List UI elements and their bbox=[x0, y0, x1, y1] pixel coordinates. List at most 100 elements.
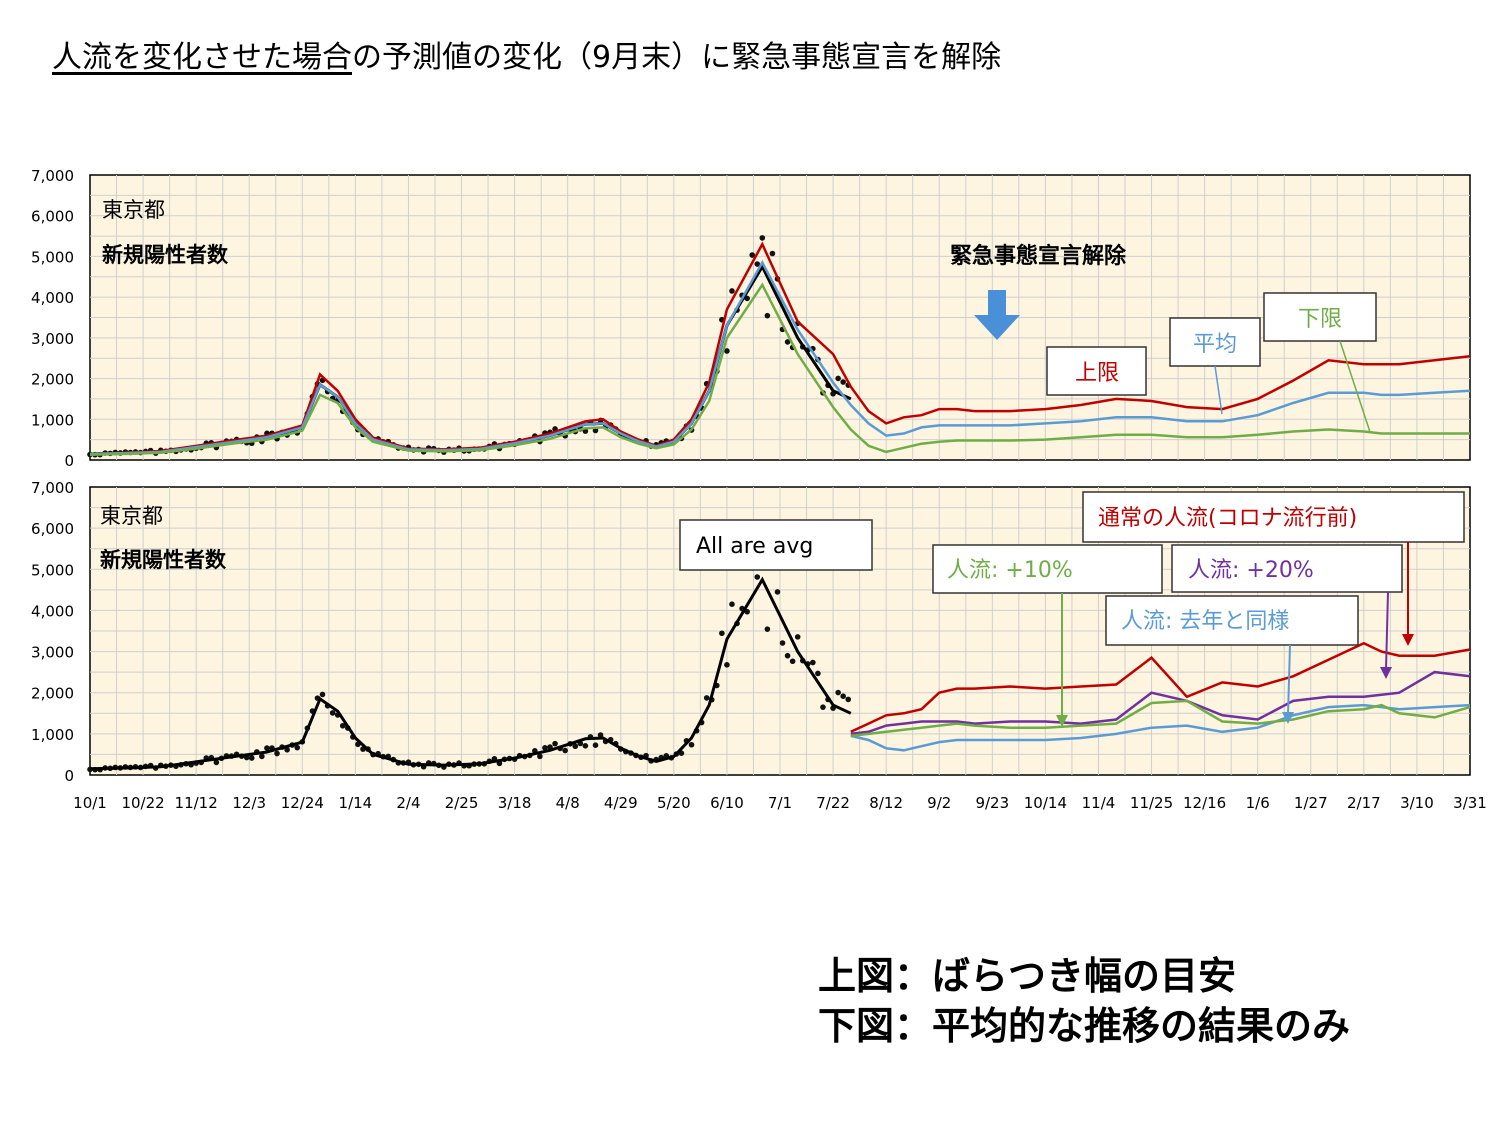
observed-dot bbox=[810, 659, 816, 666]
observed-average-line bbox=[89, 576, 852, 771]
chart-bottom-legend-lastyear-box bbox=[1105, 595, 1359, 646]
observed-dot bbox=[794, 634, 801, 640]
y-tick-label: 1,000 bbox=[31, 411, 74, 429]
chart-bottom-legend-normal: 通常の人流(コロナ流行前) bbox=[1098, 506, 1357, 531]
footnote-top-figure: 上図：ばらつき幅の目安 bbox=[818, 954, 1237, 998]
observed-dot bbox=[729, 601, 735, 607]
page-title: 人流を変化させた場合の予測値の変化（9月末）に緊急事態宣言を解除 bbox=[52, 32, 1001, 76]
chart-bottom-annotation-box bbox=[679, 519, 873, 571]
chart-top-legend-upper-box bbox=[1046, 346, 1147, 396]
series-line bbox=[89, 259, 1471, 456]
y-tick-label: 0 bbox=[64, 452, 74, 470]
observed-dot bbox=[213, 759, 220, 766]
y-tick-label: 2,000 bbox=[31, 685, 74, 703]
y-tick-label: 1,000 bbox=[31, 726, 74, 744]
observed-dot bbox=[845, 696, 852, 703]
chart-top-legend-lower-leader bbox=[1339, 340, 1371, 433]
series-line bbox=[850, 670, 1471, 736]
y-tick-label: 4,000 bbox=[31, 289, 74, 307]
y-tick-label: 5,000 bbox=[31, 561, 74, 579]
x-tick-label: 3/10 bbox=[1400, 794, 1434, 812]
observed-dot bbox=[764, 312, 771, 319]
observed-dot bbox=[784, 339, 791, 345]
chart-top-metric-label: 新規陽性者数 bbox=[102, 243, 229, 267]
observed-dot bbox=[729, 288, 735, 294]
observed-dot bbox=[769, 250, 776, 257]
y-tick-label: 3,000 bbox=[31, 330, 74, 348]
observed-dot bbox=[784, 652, 791, 659]
x-tick-label: 10/14 bbox=[1024, 794, 1067, 812]
x-tick-label: 3/18 bbox=[498, 794, 532, 812]
x-tick-label: 11/4 bbox=[1082, 794, 1116, 812]
y-tick-label: 7,000 bbox=[31, 479, 74, 497]
observed-dot bbox=[724, 662, 730, 668]
chart-bottom-legend-normal-box bbox=[1082, 491, 1465, 543]
chart-bottom-region-label: 東京都 bbox=[100, 504, 163, 528]
chart-top-series-lines bbox=[89, 241, 1471, 456]
observed-dot bbox=[759, 235, 766, 241]
chart-bottom-leader-arrows bbox=[1056, 542, 1414, 727]
footnote-bottom-figure: 下図：平均的な推移の結果のみ bbox=[818, 1004, 1351, 1048]
observed-dot bbox=[259, 753, 265, 760]
x-tick-label: 9/23 bbox=[975, 794, 1009, 812]
series-line bbox=[89, 241, 1471, 456]
chart-top-legend-avg-box bbox=[1169, 317, 1261, 367]
chart-top-legend-lower: 下限 bbox=[1298, 307, 1342, 332]
observed-dot bbox=[835, 689, 841, 696]
observed-dot bbox=[754, 261, 761, 267]
y-tick-label: 4,000 bbox=[31, 602, 74, 620]
observed-dot bbox=[749, 252, 755, 258]
chart-bottom-metric-label: 新規陽性者数 bbox=[100, 548, 227, 572]
x-tick-label: 12/3 bbox=[232, 794, 266, 812]
x-tick-label: 12/24 bbox=[281, 794, 324, 812]
observed-dot bbox=[552, 740, 558, 747]
x-tick-label: 3/31 bbox=[1453, 794, 1487, 812]
y-tick-label: 6,000 bbox=[31, 520, 74, 538]
chart-top-legend-upper: 上限 bbox=[1075, 361, 1119, 386]
page-title-underlined: 人流を変化させた場合 bbox=[52, 40, 352, 75]
x-tick-label: 11/25 bbox=[1130, 794, 1173, 812]
x-axis-tick-labels: 10/1 10/22 11/12 12/3 12/24 1/14 2/4 2/25 3/18 4/… bbox=[73, 794, 1487, 812]
x-tick-label: 10/1 bbox=[73, 794, 107, 812]
x-tick-label: 7/22 bbox=[816, 794, 850, 812]
observed-dot bbox=[719, 630, 725, 637]
chart-top-legend-avg: 平均 bbox=[1193, 332, 1237, 357]
y-tick-label: 3,000 bbox=[31, 644, 74, 662]
y-tick-label: 0 bbox=[64, 767, 74, 785]
series-line bbox=[850, 641, 1471, 733]
y-tick-label: 2,000 bbox=[31, 371, 74, 389]
x-tick-label: 7/1 bbox=[768, 794, 792, 812]
observed-dot bbox=[572, 743, 579, 750]
observed-dot bbox=[329, 710, 336, 716]
observed-dot bbox=[597, 732, 604, 738]
chart-top: 0 1,000 2,000 3,000 4,000 5,000 6,000 7,000 東京都… bbox=[31, 167, 1471, 470]
x-tick-label: 4/8 bbox=[556, 794, 580, 812]
chart-bottom-annotation: All are avg bbox=[696, 534, 813, 559]
observed-dot bbox=[339, 722, 346, 729]
y-tick-label: 5,000 bbox=[31, 248, 74, 266]
x-tick-label: 5/20 bbox=[657, 794, 691, 812]
observed-dot bbox=[582, 743, 589, 749]
chart-bottom-legend-plus20: 人流: +20% bbox=[1188, 558, 1314, 583]
x-tick-label: 2/17 bbox=[1347, 794, 1381, 812]
chart-top-legend-lower-box bbox=[1263, 292, 1377, 342]
observed-dot bbox=[592, 427, 599, 434]
observed-dot bbox=[779, 640, 786, 646]
chart-top-legend-avg-leader bbox=[1214, 365, 1223, 415]
observed-dot bbox=[688, 741, 695, 748]
series-line bbox=[850, 699, 1471, 738]
x-tick-label: 8/12 bbox=[869, 794, 903, 812]
observed-dot bbox=[284, 747, 290, 753]
chart-bottom-legend-plus20-box bbox=[1171, 544, 1403, 593]
observed-dot bbox=[820, 704, 826, 710]
chart-top-annotation: 緊急事態宣言解除 bbox=[950, 243, 1127, 269]
observed-dot bbox=[840, 693, 846, 700]
chart-bottom-legend-lastyear: 人流: 去年と同様 bbox=[1121, 609, 1289, 634]
observed-dot bbox=[815, 670, 821, 677]
observed-dot bbox=[724, 348, 730, 354]
down-arrow-icon bbox=[974, 290, 1020, 340]
observed-dot bbox=[264, 745, 270, 751]
series-line bbox=[850, 703, 1471, 752]
observed-dot bbox=[319, 691, 326, 698]
